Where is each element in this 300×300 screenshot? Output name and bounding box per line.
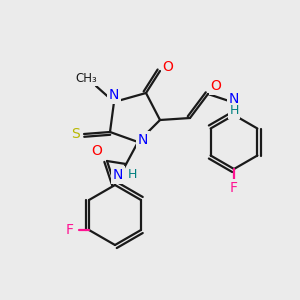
Text: H: H xyxy=(127,169,137,182)
Text: O: O xyxy=(92,144,102,158)
Text: H: H xyxy=(229,104,239,118)
Text: S: S xyxy=(72,127,80,141)
Text: F: F xyxy=(66,223,74,237)
Text: N: N xyxy=(109,88,119,102)
Text: O: O xyxy=(211,79,221,93)
Text: N: N xyxy=(138,133,148,147)
Text: O: O xyxy=(163,60,173,74)
Text: F: F xyxy=(230,181,238,195)
Text: N: N xyxy=(113,168,123,182)
Text: N: N xyxy=(229,92,239,106)
Text: CH₃: CH₃ xyxy=(75,71,97,85)
